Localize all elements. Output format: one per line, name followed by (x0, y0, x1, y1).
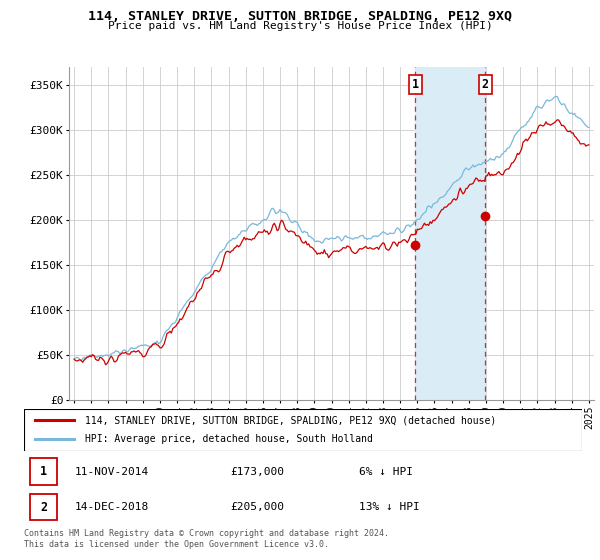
Text: 114, STANLEY DRIVE, SUTTON BRIDGE, SPALDING, PE12 9XQ: 114, STANLEY DRIVE, SUTTON BRIDGE, SPALD… (88, 10, 512, 23)
Text: 6% ↓ HPI: 6% ↓ HPI (359, 466, 413, 477)
Text: HPI: Average price, detached house, South Holland: HPI: Average price, detached house, Sout… (85, 435, 373, 445)
Text: 14-DEC-2018: 14-DEC-2018 (74, 502, 148, 512)
Text: 2: 2 (482, 78, 489, 91)
Text: 1: 1 (40, 465, 47, 478)
Text: £173,000: £173,000 (230, 466, 284, 477)
Text: Contains HM Land Registry data © Crown copyright and database right 2024.
This d: Contains HM Land Registry data © Crown c… (24, 529, 389, 549)
Bar (415, 67, 485, 400)
Text: 11-NOV-2014: 11-NOV-2014 (74, 466, 148, 477)
Bar (29, 494, 58, 520)
Text: 114, STANLEY DRIVE, SUTTON BRIDGE, SPALDING, PE12 9XQ (detached house): 114, STANLEY DRIVE, SUTTON BRIDGE, SPALD… (85, 415, 497, 425)
Bar (29, 458, 58, 486)
Text: 2: 2 (40, 501, 47, 514)
Text: 1: 1 (412, 78, 419, 91)
Text: £205,000: £205,000 (230, 502, 284, 512)
Text: 13% ↓ HPI: 13% ↓ HPI (359, 502, 419, 512)
Text: Price paid vs. HM Land Registry's House Price Index (HPI): Price paid vs. HM Land Registry's House … (107, 21, 493, 31)
